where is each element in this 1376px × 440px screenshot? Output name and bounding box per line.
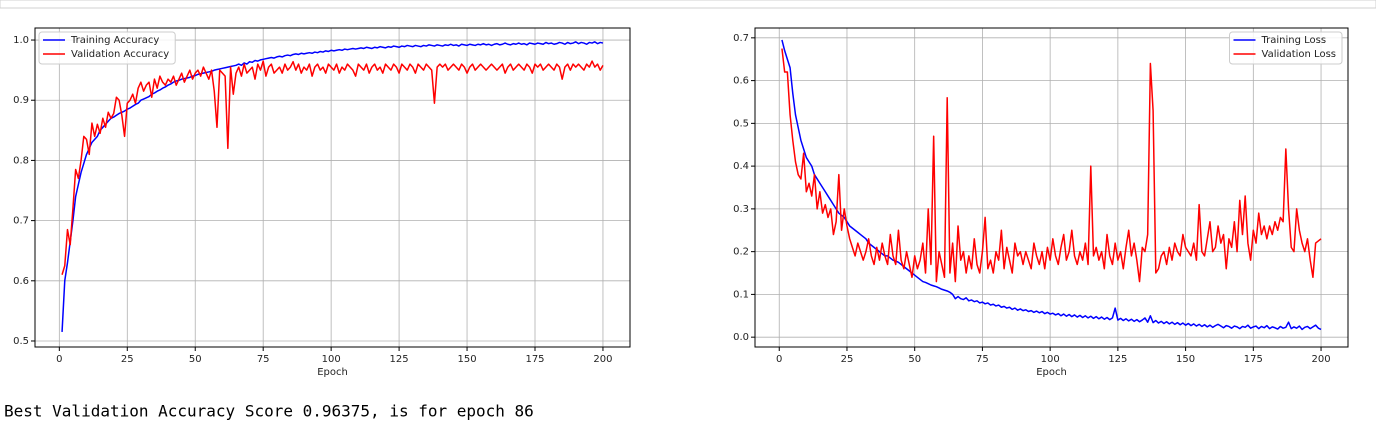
plot-frame <box>754 27 1349 348</box>
y-tick-label: 0.3 <box>733 204 749 215</box>
plot-frame <box>34 27 631 348</box>
y-tick-label: 0.7 <box>733 33 749 44</box>
x-tick-label: 100 <box>322 354 341 365</box>
x-tick-label: 150 <box>1176 354 1195 365</box>
x-tick-label: 100 <box>1041 354 1060 365</box>
x-tick-label: 175 <box>1244 354 1263 365</box>
legend-label: Training Accuracy <box>70 35 159 46</box>
legend: Training Accuracy Validation Accuracy <box>38 31 176 65</box>
legend-label: Training Loss <box>1261 35 1327 46</box>
y-tick-label: 0.1 <box>733 289 749 300</box>
x-tick-label: 50 <box>908 354 921 365</box>
x-axis-label: Epoch <box>317 367 348 378</box>
series-line <box>781 39 1322 331</box>
x-tick-label: 0 <box>56 354 62 365</box>
x-tick-label: 0 <box>776 354 782 365</box>
x-tick-label: 200 <box>1311 354 1330 365</box>
series-line <box>781 48 1322 283</box>
x-tick-label: 25 <box>841 354 854 365</box>
x-tick-label: 175 <box>525 354 544 365</box>
series-line <box>61 41 604 332</box>
y-tick-label: 0.2 <box>733 247 749 258</box>
y-tick-label: 0.5 <box>733 118 749 129</box>
y-tick-label: 0.8 <box>13 155 29 166</box>
x-tick-label: 125 <box>1108 354 1127 365</box>
x-tick-label: 75 <box>976 354 989 365</box>
x-axis-label: Epoch <box>1036 367 1067 378</box>
y-tick-label: 0.7 <box>13 216 29 227</box>
legend: Training Loss Validation Loss <box>1229 31 1343 65</box>
legend-label: Validation Loss <box>1262 49 1337 60</box>
y-tick-label: 0.4 <box>733 161 749 172</box>
x-tick-label: 125 <box>390 354 409 365</box>
y-tick-label: 0.5 <box>13 336 29 347</box>
x-tick-label: 25 <box>121 354 134 365</box>
legend-box <box>1229 31 1343 65</box>
output-text: Best Validation Accuracy Score 0.96375, … <box>4 402 534 421</box>
x-tick-label: 50 <box>189 354 202 365</box>
y-tick-label: 1.0 <box>13 35 29 46</box>
series-line <box>61 60 604 275</box>
x-tick-label: 75 <box>257 354 270 365</box>
cell-border <box>0 0 1376 9</box>
y-tick-label: 0.6 <box>733 76 749 87</box>
legend-label: Validation Accuracy <box>71 49 169 60</box>
legend-box <box>38 31 176 65</box>
x-tick-label: 150 <box>458 354 477 365</box>
x-tick-label: 200 <box>593 354 612 365</box>
y-tick-label: 0.6 <box>13 276 29 287</box>
y-tick-label: 0.0 <box>733 332 749 343</box>
y-tick-label: 0.9 <box>13 95 29 106</box>
